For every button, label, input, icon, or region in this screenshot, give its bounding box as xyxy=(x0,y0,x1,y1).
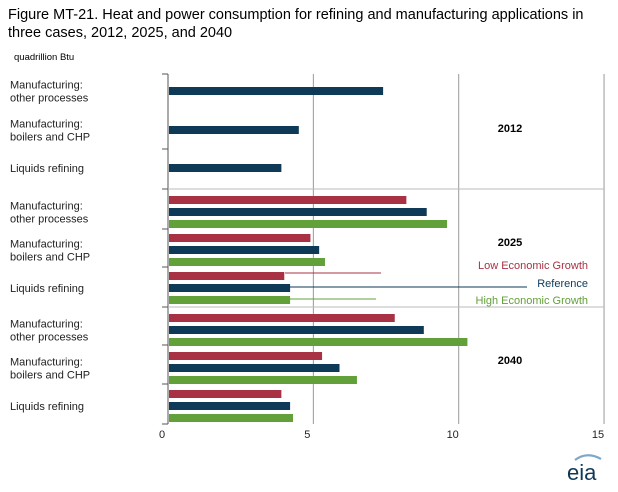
year-label-2025: 2025 xyxy=(498,237,522,249)
year-label-2012: 2012 xyxy=(498,123,522,135)
chart-title: Figure MT-21. Heat and power consumption… xyxy=(8,7,584,41)
bar-2040-cat2-low-economic-growth xyxy=(169,352,323,360)
category-label-2040-1-line2: other processes xyxy=(10,332,89,344)
category-label-2025-2-line2: boilers and CHP xyxy=(10,252,90,264)
bar-2012-cat3-reference xyxy=(169,164,282,172)
category-label-2025-2-line1: Manufacturing: xyxy=(10,239,83,251)
bar-2025-cat3-low-economic-growth xyxy=(169,272,285,280)
bar-2040-cat3-low-economic-growth xyxy=(169,390,282,398)
units-label: quadrillion Btu xyxy=(14,52,75,63)
year-label-2040: 2040 xyxy=(498,355,522,367)
legend-label-low-economic-growth: Low Economic Growth xyxy=(478,260,588,272)
x-tick-label-10: 10 xyxy=(447,429,459,441)
bar-2040-cat3-high-economic-growth xyxy=(169,414,294,422)
eia-logo: eia xyxy=(567,454,602,485)
bar-2025-cat1-high-economic-growth xyxy=(169,220,448,228)
bar-2040-cat2-high-economic-growth xyxy=(169,376,357,384)
bar-2025-cat3-high-economic-growth xyxy=(169,296,291,304)
bar-2040-cat1-reference xyxy=(169,326,424,334)
bar-2040-cat1-high-economic-growth xyxy=(169,338,468,346)
category-label-2025-1-line2: other processes xyxy=(10,214,89,226)
bar-2025-cat2-low-economic-growth xyxy=(169,234,311,242)
bar-2040-cat2-reference xyxy=(169,364,340,372)
bar-2012-cat2-reference xyxy=(169,126,299,134)
bar-2025-cat2-high-economic-growth xyxy=(169,258,325,266)
bar-2012-cat1-reference xyxy=(169,87,384,95)
category-label-2012-1-line2: other processes xyxy=(10,93,89,105)
bar-2025-cat1-low-economic-growth xyxy=(169,196,407,204)
bar-2025-cat2-reference xyxy=(169,246,320,254)
category-label-2012-1-line1: Manufacturing: xyxy=(10,80,83,92)
bar-2040-cat3-reference xyxy=(169,402,291,410)
bar-2040-cat1-low-economic-growth xyxy=(169,314,395,322)
category-label-2040-3-line1: Liquids refining xyxy=(10,401,84,413)
bar-2025-cat3-reference xyxy=(169,284,291,292)
x-tick-label-5: 5 xyxy=(304,429,310,441)
legend-label-reference: Reference xyxy=(537,278,588,290)
category-label-2012-3-line1: Liquids refining xyxy=(10,163,84,175)
category-label-2040-1-line1: Manufacturing: xyxy=(10,319,83,331)
category-label-2025-3-line1: Liquids refining xyxy=(10,283,84,295)
x-tick-label-15: 15 xyxy=(592,429,604,441)
legend-label-high-economic-growth: High Economic Growth xyxy=(476,295,589,307)
category-label-2040-2-line1: Manufacturing: xyxy=(10,357,83,369)
logo-text: eia xyxy=(567,460,597,485)
category-label-2012-2-line2: boilers and CHP xyxy=(10,132,90,144)
category-label-2012-2-line1: Manufacturing: xyxy=(10,119,83,131)
category-label-2040-2-line2: boilers and CHP xyxy=(10,370,90,382)
x-tick-label-0: 0 xyxy=(159,429,165,441)
bar-2025-cat1-reference xyxy=(169,208,427,216)
category-label-2025-1-line1: Manufacturing: xyxy=(10,201,83,213)
